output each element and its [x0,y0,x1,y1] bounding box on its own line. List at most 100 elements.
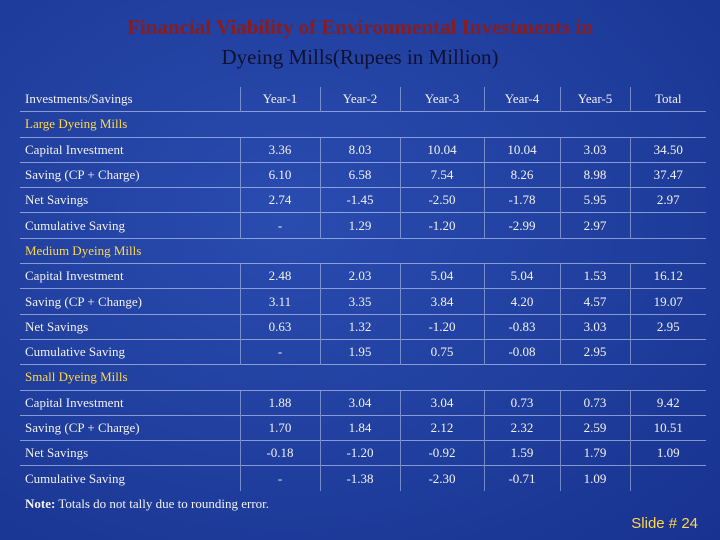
data-row: Saving (CP + Change) 3.11 3.35 3.84 4.20 4.57… [20,288,706,315]
value-cell: 6.10 [239,161,320,188]
value-cell: -0.08 [483,338,560,365]
title-line: Dyeing Mills(Rupees in Million) [221,45,499,69]
value-cell: 3.04 [319,389,400,416]
value-cell: 0.75 [399,338,484,365]
value-cell: 1.88 [239,389,320,416]
value-cell: 1.29 [319,212,400,239]
value-cell: 7.54 [399,161,484,188]
data-row: Net Savings 2.74 -1.45 -2.50 -1.78 5.95 2.97 [20,187,706,213]
value-cell: 34.50 [629,136,706,163]
data-row: Saving (CP + Charge) 6.10 6.58 7.54 8.26 8.98… [20,161,706,188]
row-label: Saving (CP + Charge) [20,414,240,441]
header-cell: Year-5 [559,87,630,112]
value-cell: -2.99 [483,212,560,239]
row-label: Cumulative Saving [20,338,240,365]
value-cell: 0.73 [483,389,560,416]
value-cell: -2.50 [399,187,484,213]
value-cell: 3.03 [559,313,630,340]
row-label: Capital Investment [20,389,240,416]
value-cell: 2.74 [239,187,320,213]
value-cell: 0.63 [239,313,320,340]
value-cell: 2.12 [399,414,484,441]
empty-cell [629,465,706,491]
value-cell: -0.18 [239,440,320,466]
section-row: Large Dyeing Mills [20,111,706,138]
data-row: Capital Investment 3.36 8.03 10.04 10.04 3.03… [20,136,706,163]
value-cell: 2.97 [629,187,706,213]
value-cell: 2.48 [239,263,320,289]
value-cell: 10.04 [483,136,560,163]
value-cell: 2.95 [559,338,630,365]
data-row: Net Savings -0.18 -1.20 -0.92 1.59 1.79 1.09 [20,440,706,466]
value-cell: 3.84 [399,288,484,315]
row-label: Capital Investment [20,136,240,163]
row-label: Net Savings [20,187,240,213]
empty-cell [629,338,706,365]
value-cell: 8.26 [483,161,560,188]
value-cell: -1.20 [399,212,484,239]
value-cell: - [239,338,320,365]
value-cell: 8.98 [559,161,630,188]
value-cell: 1.09 [559,465,630,491]
row-label: Net Savings [20,313,240,340]
empty-cell [629,212,706,239]
value-cell: 6.58 [319,161,400,188]
data-row: Cumulative Saving - -1.38 -2.30 -0.71 1.09 [20,465,706,491]
section-name: Medium Dyeing Mills [20,237,706,264]
section-name: Large Dyeing Mills [20,111,706,138]
data-row: Capital Investment 1.88 3.04 3.04 0.73 0.73 9.… [20,389,706,416]
value-cell: 4.20 [483,288,560,315]
value-cell: 1.53 [559,263,630,289]
value-cell: 1.79 [559,440,630,466]
value-cell: -1.20 [319,440,400,466]
value-cell: 3.03 [559,136,630,163]
header-row: Investments/Savings Year-1 Year-2 Year-3 Yea… [20,87,706,112]
value-cell: 3.35 [319,288,400,315]
value-cell: -1.38 [319,465,400,491]
value-cell: 2.59 [559,414,630,441]
value-cell: 1.59 [483,440,560,466]
section-name: Small Dyeing Mills [20,364,706,391]
data-row: Saving (CP + Charge) 1.70 1.84 2.12 2.32 2.59… [20,414,706,441]
value-cell: -1.45 [319,187,400,213]
header-cell: Year-3 [399,87,484,112]
row-label: Cumulative Saving [20,212,240,239]
value-cell: 2.95 [629,313,706,340]
note-text: Totals do not tally due to rounding erro… [58,496,270,511]
value-cell: 3.04 [399,389,484,416]
header-cell: Year-2 [319,87,400,112]
value-cell: 3.11 [239,288,320,315]
value-cell: -0.83 [483,313,560,340]
value-cell: 2.32 [483,414,560,441]
row-label: Net Savings [20,440,240,466]
header-cell: Year-4 [483,87,560,112]
value-cell: 5.04 [483,263,560,289]
data-row: Cumulative Saving -1.29 -1.20 -2.99 2.97 [20,212,706,239]
row-label: Saving (CP + Charge) [20,161,240,188]
value-cell: -2.30 [399,465,484,491]
value-cell: - [239,212,320,239]
value-cell: 1.95 [319,338,400,365]
note: Note: Totals do not tally due to roundin… [25,496,269,512]
value-cell: -1.20 [399,313,484,340]
value-cell: -0.71 [483,465,560,491]
value-cell: 0.73 [559,389,630,416]
value-cell: 4.57 [559,288,630,315]
value-cell: 9.42 [629,389,706,416]
data-row: Net Savings 0.63 1.32 -1.20 -0.83 3.03 2.95 [20,313,706,340]
value-cell: 37.47 [629,161,706,188]
section-row: Small Dyeing Mills [20,364,706,391]
header-cell: Year-1 [239,87,320,112]
value-cell: - [239,465,320,491]
value-cell: 5.95 [559,187,630,213]
note-label: Note: [25,496,56,511]
value-cell: 10.04 [399,136,484,163]
value-cell: 8.03 [319,136,400,163]
row-label: Saving (CP + Change) [20,288,240,315]
value-cell: 1.32 [319,313,400,340]
value-cell: 5.04 [399,263,484,289]
data-row: Cumulative Saving -1.95 0.75 -0.08 2.95 [20,338,706,365]
section-row: Medium Dyeing Mills [20,237,706,264]
value-cell: 19.07 [629,288,706,315]
